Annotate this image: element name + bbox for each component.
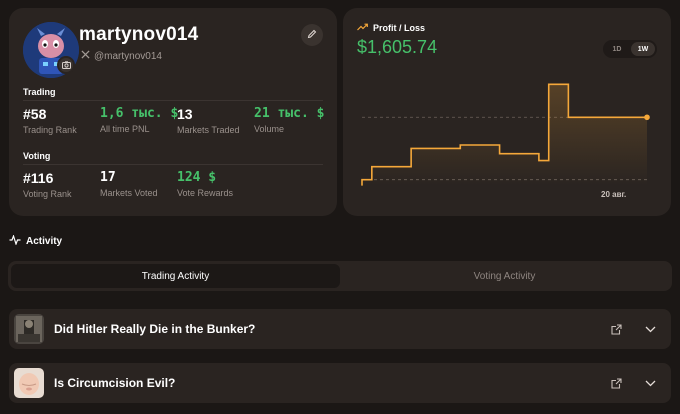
x-handle[interactable]: @martynov014 xyxy=(81,50,162,62)
activity-title: Activity xyxy=(26,236,63,247)
voting-rank-value: #116 xyxy=(23,170,54,186)
volume-label: Volume xyxy=(254,124,285,134)
markets-voted-label: Markets Voted xyxy=(100,188,158,198)
all-time-pnl-value: 1,6 тыс. $ xyxy=(100,106,179,121)
market-thumbnail xyxy=(14,368,44,398)
volume-stat: 21 тыс. $ Volume xyxy=(254,106,324,134)
pnl-line-chart xyxy=(361,83,650,186)
pnl-area xyxy=(362,84,647,186)
activity-icon xyxy=(9,234,21,248)
voting-rank-label: Voting Rank xyxy=(23,189,72,199)
chevron-down-icon[interactable] xyxy=(643,376,657,390)
range-toggle: 1D 1W xyxy=(603,40,657,58)
tab-voting-activity[interactable]: Voting Activity xyxy=(473,270,536,282)
x-logo-icon xyxy=(81,50,90,62)
x-tick-label: 20 авг. xyxy=(601,190,627,199)
external-link-icon[interactable] xyxy=(609,376,623,390)
pnl-series-line xyxy=(361,83,647,186)
trading-rank-stat: #58 Trading Rank xyxy=(23,106,77,135)
pnl-title-row: Profit / Loss xyxy=(357,23,425,33)
vote-rewards-value: 124 $ xyxy=(177,170,217,185)
trading-heading: Trading xyxy=(23,87,56,97)
avatar[interactable] xyxy=(23,22,79,78)
market-title[interactable]: Is Circumcision Evil? xyxy=(54,376,176,390)
external-link-icon[interactable] xyxy=(609,322,623,336)
activity-header: Activity xyxy=(9,234,63,248)
vote-rewards-label: Vote Rewards xyxy=(177,188,234,198)
markets-traded-stat: 13 Markets Traded xyxy=(177,106,240,135)
market-row[interactable]: Is Circumcision Evil? xyxy=(9,363,671,403)
market-title[interactable]: Did Hitler Really Die in the Bunker? xyxy=(54,322,256,336)
voting-divider xyxy=(23,164,323,165)
trending-up-icon xyxy=(357,23,368,33)
handle-text: @martynov014 xyxy=(94,50,162,62)
markets-voted-stat: 17 Markets Voted xyxy=(100,170,158,198)
edit-profile-button[interactable] xyxy=(301,24,323,46)
market-row[interactable]: Did Hitler Really Die in the Bunker? xyxy=(9,309,671,349)
pencil-icon xyxy=(307,26,317,44)
all-time-pnl-stat: 1,6 тыс. $ All time PNL xyxy=(100,106,178,134)
tab-trading-activity[interactable]: Trading Activity xyxy=(11,264,340,288)
activity-tabs: Trading Activity Voting Activity xyxy=(8,261,672,291)
username: martynov014 xyxy=(79,24,199,45)
range-1w-button[interactable]: 1W xyxy=(631,42,655,56)
market-thumbnail xyxy=(14,314,44,344)
trading-rank-label: Trading Rank xyxy=(23,125,77,135)
pnl-value: $1,605.74 xyxy=(357,37,438,57)
volume-value: 21 тыс. $ xyxy=(254,106,325,121)
markets-voted-value: 17 xyxy=(100,170,116,185)
chevron-down-icon[interactable] xyxy=(643,322,657,336)
pnl-card: Profit / Loss $1,605.74 1D 1W 20 авг. xyxy=(343,8,671,216)
pnl-title: Profit / Loss xyxy=(373,23,426,33)
range-1d-button[interactable]: 1D xyxy=(612,45,622,53)
markets-traded-label: Markets Traded xyxy=(177,125,240,135)
profile-card: martynov014 @martynov014 Trading #58 Tra… xyxy=(9,8,337,216)
all-time-pnl-label: All time PNL xyxy=(100,124,150,134)
trading-rank-value: #58 xyxy=(23,106,47,122)
vote-rewards-stat: 124 $ Vote Rewards xyxy=(177,170,233,198)
current-value-point xyxy=(644,114,650,121)
voting-rank-stat: #116 Voting Rank xyxy=(23,170,72,199)
trading-divider xyxy=(23,100,323,101)
camera-icon[interactable] xyxy=(57,56,75,74)
voting-heading: Voting xyxy=(23,151,51,161)
markets-traded-value: 13 xyxy=(177,106,193,122)
